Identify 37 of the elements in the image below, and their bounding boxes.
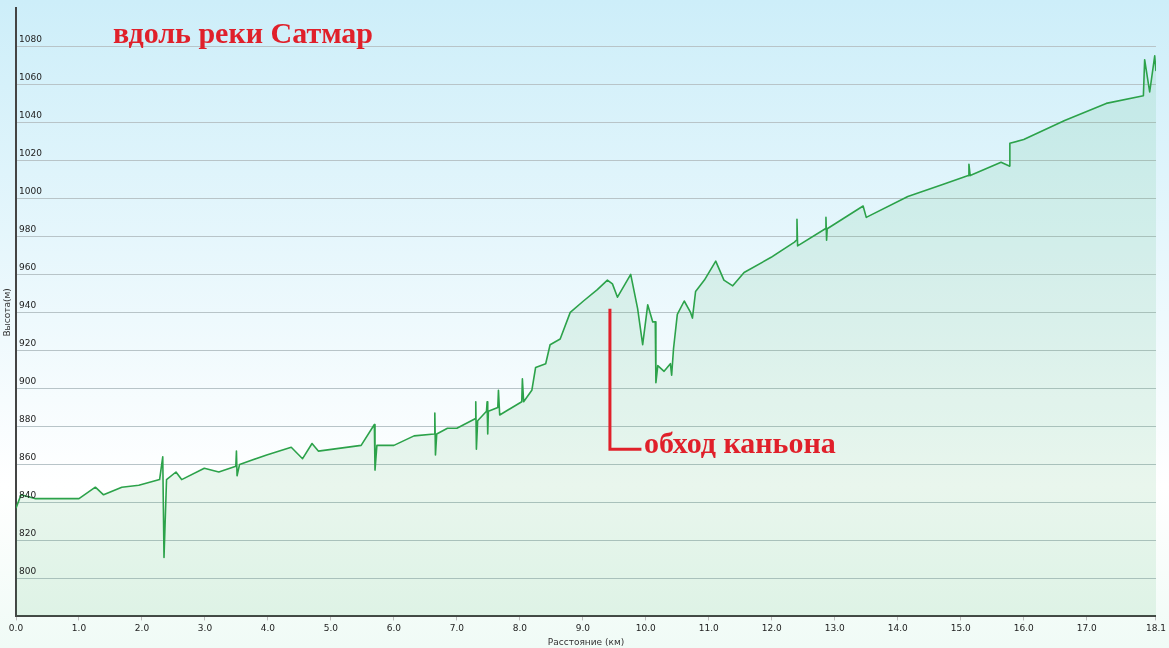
- x-tick-label: 18.1: [1145, 623, 1166, 634]
- x-tick-label: 16.0: [1013, 623, 1035, 634]
- x-tick-label: 11.0: [698, 623, 720, 634]
- y-axis-title: Высота(м): [1, 288, 12, 337]
- y-tick-label: 1020: [19, 147, 43, 158]
- x-tick-label: 9.0: [575, 623, 591, 634]
- x-axis-title: Расстояние (км): [547, 636, 625, 647]
- x-tick-label: 4.0: [260, 623, 276, 634]
- y-tick-label: 1000: [19, 185, 43, 196]
- x-tick-label: 0.0: [8, 623, 24, 634]
- y-tick-label: 920: [19, 337, 37, 348]
- x-tick-label: 8.0: [512, 623, 528, 634]
- x-tick-label: 2.0: [134, 623, 150, 634]
- chart-title: вдоль реки Сатмар: [113, 16, 374, 50]
- y-tick-label: 860: [19, 451, 37, 462]
- x-tick-label: 12.0: [761, 623, 783, 634]
- y-tick-label: 800: [19, 565, 37, 576]
- x-tick-label: 15.0: [950, 623, 972, 634]
- y-tick-label: 880: [19, 413, 37, 424]
- y-tick-label: 820: [19, 527, 37, 538]
- x-tick-label: 5.0: [323, 623, 339, 634]
- x-tick-label: 3.0: [197, 623, 213, 634]
- y-tick-label: 960: [19, 261, 37, 272]
- x-tick-label: 17.0: [1076, 623, 1097, 634]
- x-tick-label: 6.0: [386, 623, 402, 634]
- y-tick-label: 940: [19, 299, 37, 310]
- annotation: обход каньона: [643, 426, 836, 460]
- x-tick-label: 1.0: [71, 623, 87, 634]
- y-tick-label: 980: [19, 223, 37, 234]
- y-tick-label: 1040: [19, 109, 43, 120]
- x-tick-label: 10.0: [635, 623, 657, 634]
- x-tick-label: 13.0: [824, 623, 846, 634]
- y-tick-label: 900: [19, 375, 37, 386]
- y-tick-label: 1060: [19, 71, 43, 82]
- x-tick-label: 7.0: [449, 623, 465, 634]
- x-tick-label: 14.0: [887, 623, 909, 634]
- y-tick-label: 1080: [19, 33, 43, 44]
